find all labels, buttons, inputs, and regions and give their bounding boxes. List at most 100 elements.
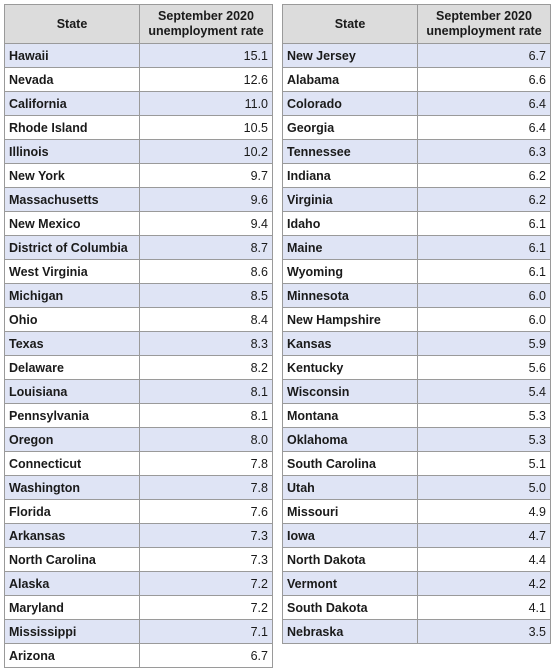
state-cell: Colorado — [282, 91, 418, 116]
rate-cell: 4.9 — [417, 499, 551, 524]
rate-cell: 8.1 — [139, 403, 273, 428]
rate-cell: 15.1 — [139, 43, 273, 68]
state-cell: Connecticut — [4, 451, 140, 476]
table-row: New Mexico 9.4 — [4, 211, 273, 236]
state-cell: Wyoming — [282, 259, 418, 284]
rate-cell: 5.6 — [417, 355, 551, 380]
rate-cell: 8.2 — [139, 355, 273, 380]
state-cell: Delaware — [4, 355, 140, 380]
state-cell: Nebraska — [282, 619, 418, 644]
table-row: South Dakota 4.1 — [282, 595, 551, 620]
state-cell: Alaska — [4, 571, 140, 596]
rate-cell: 8.1 — [139, 379, 273, 404]
rate-cell: 4.7 — [417, 523, 551, 548]
rate-cell: 7.8 — [139, 475, 273, 500]
rate-cell: 6.1 — [417, 259, 551, 284]
table-row: Tennessee 6.3 — [282, 139, 551, 164]
rate-cell: 7.3 — [139, 523, 273, 548]
table-row: Mississippi 7.1 — [4, 619, 273, 644]
state-cell: Kentucky — [282, 355, 418, 380]
rate-cell: 8.5 — [139, 283, 273, 308]
left-table: State September 2020 unemployment rate H… — [4, 4, 273, 668]
table-row: New York 9.7 — [4, 163, 273, 188]
rate-cell: 8.3 — [139, 331, 273, 356]
state-cell: Virginia — [282, 187, 418, 212]
rate-cell: 9.4 — [139, 211, 273, 236]
table-row: Ohio 8.4 — [4, 307, 273, 332]
rate-cell: 7.8 — [139, 451, 273, 476]
right-table-body: New Jersey 6.7 Alabama 6.6 Colorado 6.4 Georgi… — [282, 43, 551, 644]
table-row: Massachusetts 9.6 — [4, 187, 273, 212]
rate-cell: 7.2 — [139, 595, 273, 620]
table-row: New Jersey 6.7 — [282, 43, 551, 68]
table-row: Wyoming 6.1 — [282, 259, 551, 284]
state-cell: New Mexico — [4, 211, 140, 236]
table-row: Florida 7.6 — [4, 499, 273, 524]
state-cell: Georgia — [282, 115, 418, 140]
rate-cell: 8.6 — [139, 259, 273, 284]
state-cell: Maryland — [4, 595, 140, 620]
table-row: Minnesota 6.0 — [282, 283, 551, 308]
table-row: Idaho 6.1 — [282, 211, 551, 236]
rate-cell: 11.0 — [139, 91, 273, 116]
state-cell: Nevada — [4, 67, 140, 92]
state-cell: Mississippi — [4, 619, 140, 644]
rate-cell: 6.2 — [417, 187, 551, 212]
state-cell: Texas — [4, 331, 140, 356]
state-cell: District of Columbia — [4, 235, 140, 260]
table-row: Kentucky 5.6 — [282, 355, 551, 380]
state-cell: Massachusetts — [4, 187, 140, 212]
table-row: Georgia 6.4 — [282, 115, 551, 140]
table-row: Vermont 4.2 — [282, 571, 551, 596]
state-cell: Minnesota — [282, 283, 418, 308]
state-cell: Arkansas — [4, 523, 140, 548]
rate-cell: 6.4 — [417, 115, 551, 140]
rate-cell: 6.3 — [417, 139, 551, 164]
rate-header: September 2020 unemployment rate — [139, 4, 273, 44]
left-table-body: Hawaii 15.1 Nevada 12.6 California 11.0 Rhode … — [4, 43, 273, 668]
state-cell: Utah — [282, 475, 418, 500]
rate-cell: 7.2 — [139, 571, 273, 596]
state-cell: Louisiana — [4, 379, 140, 404]
state-cell: New York — [4, 163, 140, 188]
table-row: Pennsylvania 8.1 — [4, 403, 273, 428]
state-cell: South Dakota — [282, 595, 418, 620]
rate-header-text: September 2020 unemployment rate — [148, 9, 264, 38]
state-cell: Missouri — [282, 499, 418, 524]
table-row: District of Columbia 8.7 — [4, 235, 273, 260]
state-cell: West Virginia — [4, 259, 140, 284]
table-row: California 11.0 — [4, 91, 273, 116]
table-row: Maryland 7.2 — [4, 595, 273, 620]
table-row: Delaware 8.2 — [4, 355, 273, 380]
table-row: Alaska 7.2 — [4, 571, 273, 596]
table-row: Nevada 12.6 — [4, 67, 273, 92]
table-row: Indiana 6.2 — [282, 163, 551, 188]
state-cell: Hawaii — [4, 43, 140, 68]
rate-cell: 6.7 — [417, 43, 551, 68]
rate-cell: 7.3 — [139, 547, 273, 572]
rate-cell: 5.0 — [417, 475, 551, 500]
rate-cell: 9.7 — [139, 163, 273, 188]
rate-cell: 12.6 — [139, 67, 273, 92]
state-cell: Montana — [282, 403, 418, 428]
table-row: Illinois 10.2 — [4, 139, 273, 164]
table-row: Texas 8.3 — [4, 331, 273, 356]
table-row: South Carolina 5.1 — [282, 451, 551, 476]
state-cell: Washington — [4, 475, 140, 500]
rate-cell: 5.4 — [417, 379, 551, 404]
table-row: Oregon 8.0 — [4, 427, 273, 452]
rate-cell: 8.0 — [139, 427, 273, 452]
table-row: Hawaii 15.1 — [4, 43, 273, 68]
state-cell: Illinois — [4, 139, 140, 164]
state-cell: Oklahoma — [282, 427, 418, 452]
right-table: State September 2020 unemployment rate N… — [282, 4, 551, 644]
table-row: Montana 5.3 — [282, 403, 551, 428]
table-row: New Hampshire 6.0 — [282, 307, 551, 332]
rate-cell: 8.7 — [139, 235, 273, 260]
state-cell: North Carolina — [4, 547, 140, 572]
state-cell: Indiana — [282, 163, 418, 188]
rate-cell: 6.4 — [417, 91, 551, 116]
state-cell: Arizona — [4, 643, 140, 668]
table-row: Louisiana 8.1 — [4, 379, 273, 404]
